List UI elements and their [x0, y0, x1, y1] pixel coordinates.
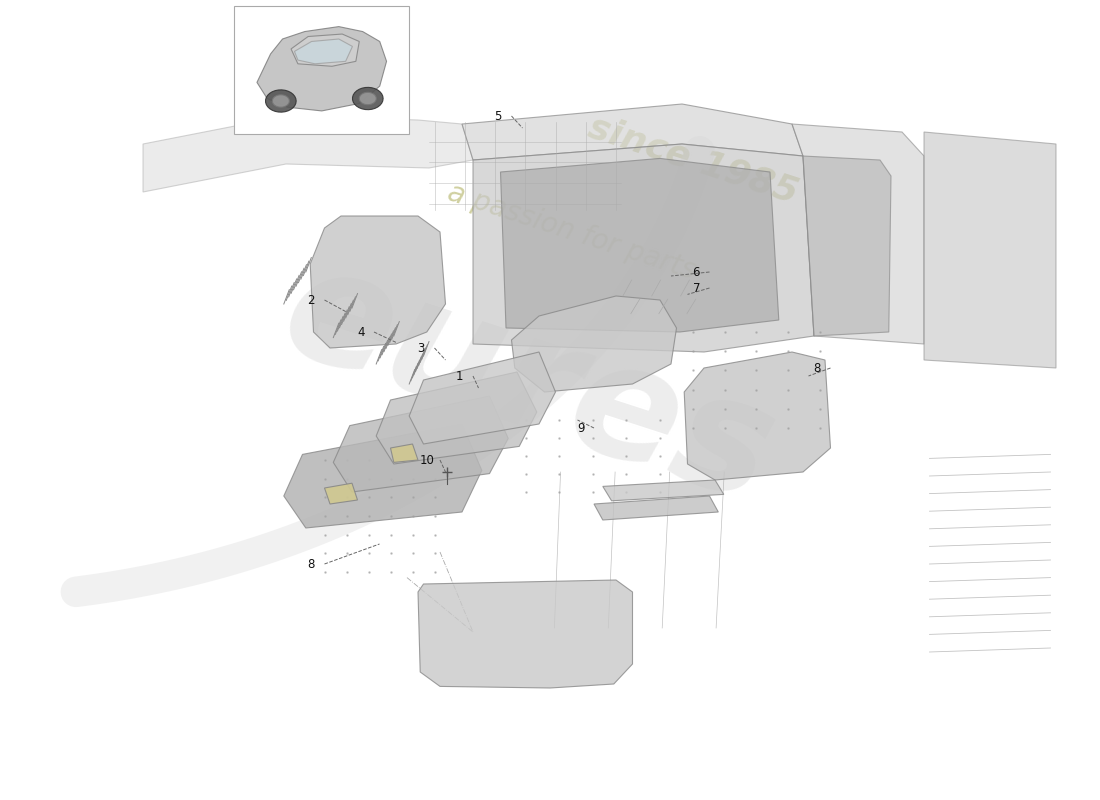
Text: 6: 6 — [693, 266, 700, 278]
Polygon shape — [295, 39, 352, 64]
Text: 9: 9 — [578, 422, 584, 434]
Polygon shape — [284, 424, 482, 528]
Polygon shape — [352, 87, 383, 110]
Polygon shape — [512, 296, 676, 392]
Polygon shape — [310, 216, 446, 348]
Polygon shape — [257, 26, 386, 111]
Polygon shape — [803, 156, 891, 336]
Polygon shape — [473, 144, 814, 352]
Text: 3: 3 — [418, 342, 425, 354]
Polygon shape — [924, 132, 1056, 368]
Polygon shape — [360, 92, 376, 105]
Polygon shape — [265, 90, 296, 112]
Text: 5: 5 — [495, 110, 502, 122]
Text: 8: 8 — [814, 362, 821, 374]
Polygon shape — [500, 158, 779, 332]
Polygon shape — [376, 372, 537, 464]
Polygon shape — [292, 34, 360, 66]
Polygon shape — [390, 444, 418, 462]
Polygon shape — [603, 480, 724, 501]
Text: 7: 7 — [693, 282, 700, 294]
Text: 1: 1 — [456, 370, 463, 382]
Text: since 1985: since 1985 — [584, 110, 802, 210]
Text: 8: 8 — [308, 558, 315, 570]
Text: 2: 2 — [308, 294, 315, 306]
Polygon shape — [409, 352, 556, 444]
FancyBboxPatch shape — [234, 6, 409, 134]
Text: 10: 10 — [419, 454, 435, 466]
Polygon shape — [462, 104, 803, 160]
Polygon shape — [143, 116, 473, 192]
Text: eures: eures — [264, 232, 792, 536]
Polygon shape — [324, 483, 358, 504]
Polygon shape — [792, 124, 924, 344]
Polygon shape — [594, 496, 718, 520]
Text: a passion for parts: a passion for parts — [444, 178, 700, 286]
Polygon shape — [273, 95, 289, 107]
Text: 4: 4 — [358, 326, 364, 338]
Polygon shape — [333, 396, 508, 492]
Polygon shape — [418, 580, 632, 688]
Polygon shape — [684, 352, 830, 480]
